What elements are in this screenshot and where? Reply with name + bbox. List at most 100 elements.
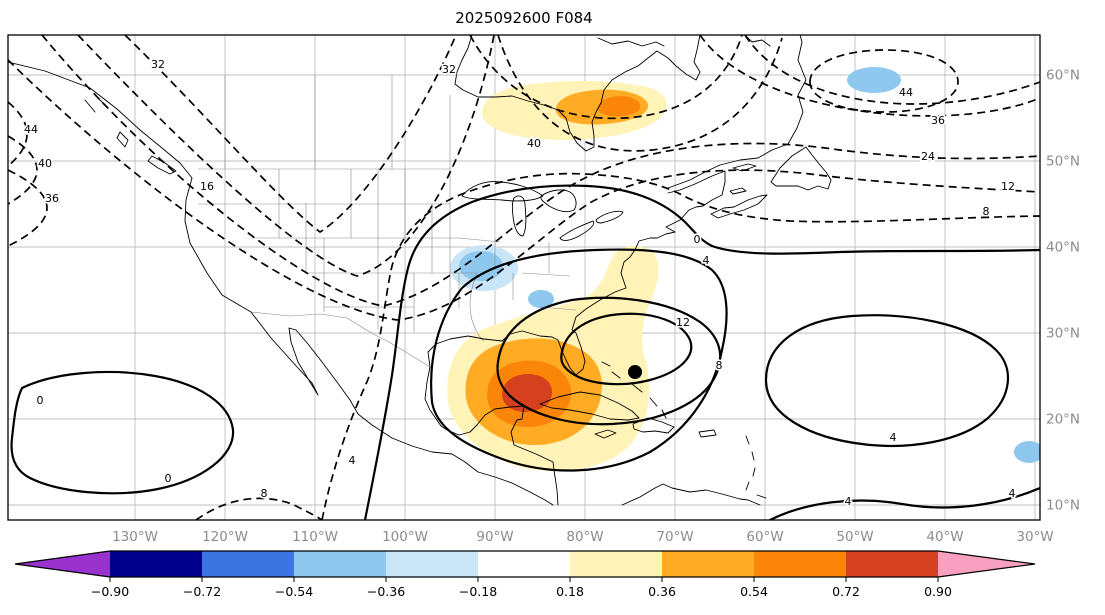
- svg-text:−0.72: −0.72: [183, 584, 221, 599]
- svg-text:40°W: 40°W: [926, 529, 963, 545]
- nw-atlantic-negative-spot: [847, 67, 901, 93]
- svg-text:4: 4: [349, 454, 356, 467]
- svg-text:4: 4: [703, 254, 710, 267]
- svg-text:90°W: 90°W: [476, 529, 513, 545]
- latitude-tick-labels: 60°N 50°N 40°N 30°N 20°N 10°N: [1046, 68, 1080, 514]
- colorbar-cell: [294, 551, 386, 577]
- svg-text:−0.36: −0.36: [367, 584, 405, 599]
- svg-text:12: 12: [676, 316, 690, 329]
- svg-text:44: 44: [899, 86, 913, 99]
- colorbar-cells: [110, 551, 938, 577]
- shaded-anomaly-regions: [447, 67, 1040, 471]
- hispaniola: [632, 417, 675, 434]
- caribbean-anomaly-core: [502, 374, 553, 412]
- jamaica: [594, 429, 617, 439]
- svg-text:−0.54: −0.54: [275, 584, 313, 599]
- svg-text:4: 4: [1009, 487, 1016, 500]
- state-borders: [198, 75, 577, 368]
- svg-text:12: 12: [1001, 180, 1015, 193]
- svg-text:120°W: 120°W: [202, 529, 248, 545]
- prince-edward-island: [729, 187, 747, 195]
- svg-text:0.72: 0.72: [832, 584, 860, 599]
- svg-text:4: 4: [890, 431, 897, 444]
- colorbar-left-arrow: [15, 551, 110, 577]
- gulf-atlantic-coast: [424, 170, 726, 506]
- hudson-anomaly-core: [598, 96, 641, 117]
- vancouver-island: [147, 155, 177, 175]
- great-lakes-negative-inner: [459, 251, 503, 281]
- lake-ontario: [595, 210, 624, 224]
- svg-text:8: 8: [983, 205, 990, 218]
- lesser-antilles: [745, 435, 767, 499]
- svg-text:10°N: 10°N: [1046, 498, 1080, 514]
- colorbar-cell: [662, 551, 754, 577]
- colorbar-ticks: [109, 577, 939, 582]
- colorbar-cell: [570, 551, 662, 577]
- storm-position-marker: [628, 365, 642, 379]
- bahamas: [601, 361, 667, 419]
- south-america-coast: [621, 483, 761, 506]
- colorbar-right-arrow: [938, 551, 1035, 577]
- svg-text:16: 16: [200, 180, 214, 193]
- colorbar-cell: [202, 551, 294, 577]
- map-frame: [7, 34, 1041, 521]
- lake-erie: [559, 220, 595, 241]
- svg-text:32: 32: [442, 63, 456, 76]
- colorbar: −0.90 −0.72 −0.54 −0.36 −0.18 0.18 0.36 0.54 0.7…: [14, 550, 1036, 599]
- svg-text:40°N: 40°N: [1046, 240, 1080, 256]
- svg-text:0.54: 0.54: [740, 584, 768, 599]
- svg-text:50°W: 50°W: [836, 529, 873, 545]
- east-edge-negative-spot: [1014, 441, 1040, 463]
- svg-text:40: 40: [527, 137, 541, 150]
- baffin-fragments: [597, 35, 771, 47]
- anticosti-island: [732, 163, 757, 172]
- svg-text:100°W: 100°W: [382, 529, 428, 545]
- svg-text:60°N: 60°N: [1046, 68, 1080, 84]
- longitude-tick-labels: 130°W 120°W 110°W 100°W 90°W 80°W 70°W 60°W 50°W…: [112, 529, 1054, 545]
- svg-text:44: 44: [24, 123, 38, 136]
- newfoundland: [770, 146, 832, 191]
- svg-text:50°N: 50°N: [1046, 154, 1080, 170]
- svg-text:110°W: 110°W: [292, 529, 338, 545]
- lake-huron: [540, 189, 577, 213]
- svg-text:0.36: 0.36: [648, 584, 676, 599]
- svg-text:0: 0: [694, 233, 701, 246]
- svg-text:0.90: 0.90: [924, 584, 952, 599]
- colorbar-cell: [846, 551, 938, 577]
- svg-text:60°W: 60°W: [746, 529, 783, 545]
- cuba: [539, 391, 640, 421]
- svg-text:40: 40: [38, 157, 52, 170]
- hudson-bay-coast: [454, 35, 701, 152]
- svg-text:30°N: 30°N: [1046, 326, 1080, 342]
- svg-text:0: 0: [37, 394, 44, 407]
- svg-text:30°W: 30°W: [1016, 529, 1053, 545]
- svg-text:8: 8: [716, 359, 723, 372]
- plot-title: 2025092600 F084: [455, 9, 592, 27]
- lake-michigan: [511, 195, 527, 237]
- svg-text:80°W: 80°W: [566, 529, 603, 545]
- svg-text:−0.18: −0.18: [459, 584, 497, 599]
- lake-superior: [461, 181, 544, 202]
- ohio-valley-negative-spot: [528, 290, 554, 308]
- colorbar-tick-labels: −0.90 −0.72 −0.54 −0.36 −0.18 0.18 0.36 0.54 0.7…: [91, 584, 952, 599]
- svg-text:70°W: 70°W: [656, 529, 693, 545]
- pacific-coast: [8, 61, 554, 506]
- colorbar-cell: [754, 551, 846, 577]
- svg-text:4: 4: [845, 495, 852, 508]
- svg-text:0.18: 0.18: [556, 584, 584, 599]
- puerto-rico: [698, 429, 717, 438]
- haida-gwaii: [116, 131, 129, 148]
- svg-text:36: 36: [931, 114, 945, 127]
- colorbar-cell: [110, 551, 202, 577]
- svg-text:20°N: 20°N: [1046, 412, 1080, 428]
- svg-text:0: 0: [165, 472, 172, 485]
- svg-text:−0.90: −0.90: [91, 584, 129, 599]
- colorbar-cell: [386, 551, 478, 577]
- svg-text:32: 32: [151, 58, 165, 71]
- svg-text:24: 24: [921, 150, 935, 163]
- nova-scotia: [710, 194, 768, 219]
- svg-text:36: 36: [45, 192, 59, 205]
- svg-text:8: 8: [261, 487, 268, 500]
